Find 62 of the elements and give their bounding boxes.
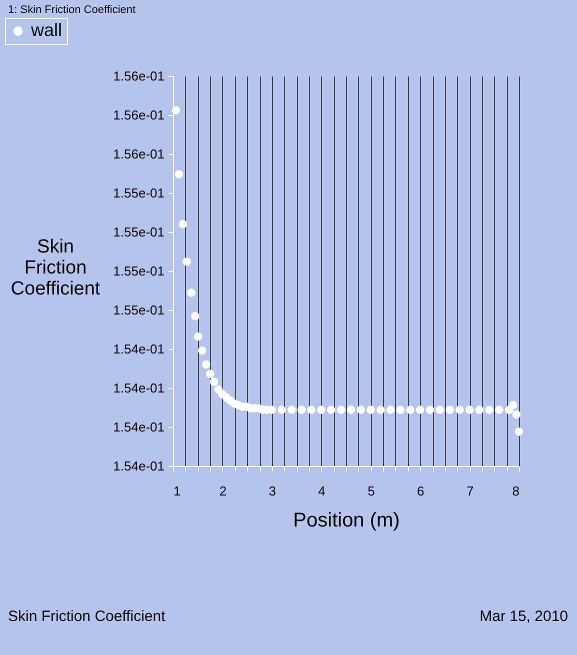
x-tick-label: 4: [318, 484, 326, 498]
x-tick-label: 8: [512, 484, 520, 498]
y-tick-label: 1.56e-01: [113, 146, 164, 162]
point: [366, 406, 375, 414]
x-tick-label: 3: [268, 484, 276, 498]
point: [187, 288, 196, 298]
y-tick-label: 1.55e-01: [113, 302, 164, 318]
point: [194, 332, 202, 341]
point: [356, 406, 366, 414]
y-tick-label: 1.55e-01: [113, 264, 164, 278]
point: [512, 410, 521, 419]
y-tick-label: 1.54e-01: [113, 458, 164, 474]
point: [456, 406, 464, 414]
point: [198, 346, 206, 355]
x-tick-label: 6: [417, 484, 424, 498]
y-tick-label: 1.55e-01: [113, 186, 164, 200]
point: [495, 406, 504, 414]
x-tick-label: 1: [174, 484, 181, 498]
point: [191, 312, 200, 320]
point: [508, 400, 518, 410]
point: [475, 406, 484, 414]
point: [436, 406, 444, 414]
y-tick-label: 1.56e-01: [113, 108, 164, 122]
point: [202, 360, 210, 369]
point: [336, 406, 346, 414]
point: [182, 257, 192, 266]
point: [287, 406, 296, 414]
point: [178, 220, 188, 228]
y-tick-label: 1.56e-01: [113, 68, 164, 84]
point: [307, 406, 316, 414]
x-tick-label: 7: [466, 484, 474, 498]
x-tick-label: 5: [368, 484, 375, 498]
text: 1: Skin Friction Coefficient: [8, 4, 136, 16]
point: [426, 406, 434, 414]
point: [386, 406, 395, 414]
point: [465, 406, 474, 414]
point: [172, 106, 180, 114]
point: [210, 378, 218, 386]
x-tick-label: 2: [219, 484, 227, 498]
point: [317, 406, 326, 414]
point: [346, 406, 356, 414]
point: [278, 406, 286, 414]
point: [326, 406, 336, 414]
y-tick-label: 1.54e-01: [113, 342, 164, 356]
y-tick-label: 1.54e-01: [113, 420, 164, 434]
point: [297, 406, 306, 414]
y-axis-title: Skin Friction Coefficient: [10, 236, 101, 300]
x-axis-title: Position (m): [293, 510, 400, 532]
point: [446, 406, 454, 414]
text: Skin Friction Coefficient: [8, 608, 166, 625]
point: [485, 406, 494, 414]
point: [376, 406, 385, 414]
legend-label: wall: [30, 20, 62, 40]
point: [416, 406, 424, 414]
y-tick-label: 1.54e-01: [113, 380, 164, 396]
y-tick-label: 1.55e-01: [113, 224, 164, 240]
point: [174, 170, 184, 178]
point: [514, 428, 524, 436]
point: [396, 406, 405, 414]
point: [406, 406, 414, 414]
text: Mar 15, 2010: [480, 608, 568, 625]
point: [206, 370, 214, 378]
